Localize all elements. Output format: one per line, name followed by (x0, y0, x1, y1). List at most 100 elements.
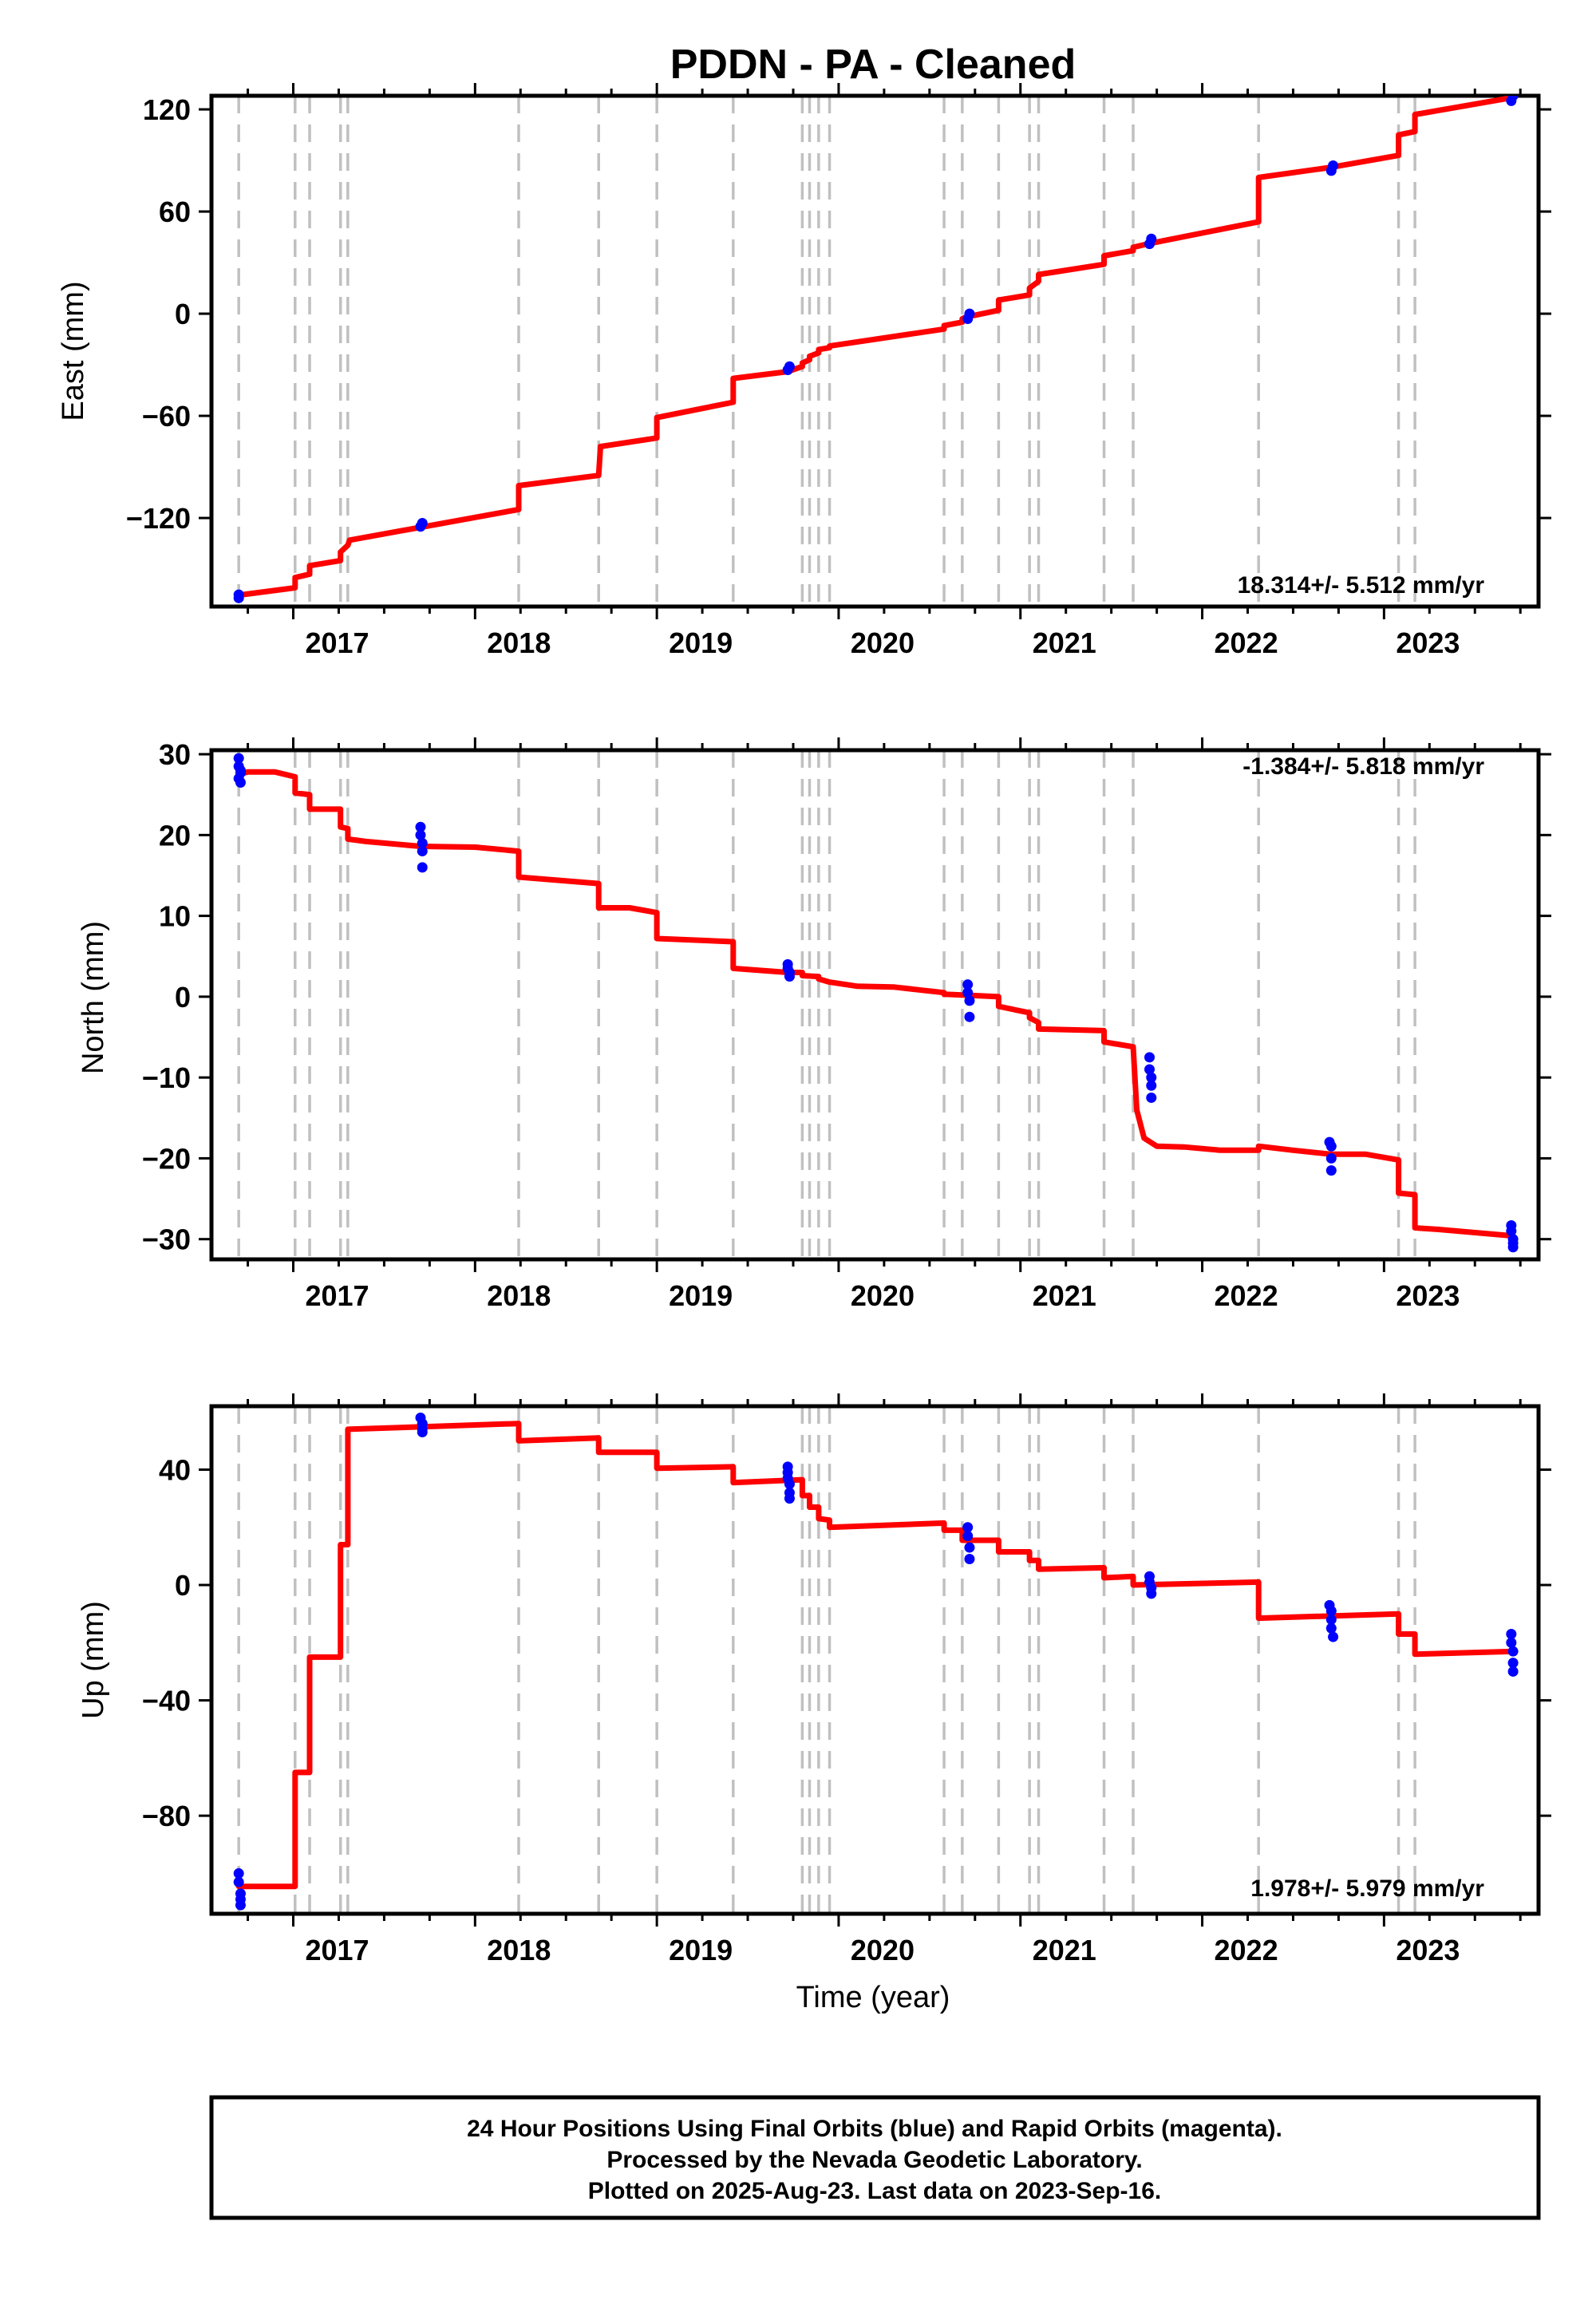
up-data-point (235, 1899, 246, 1911)
north-data-point (964, 1011, 975, 1022)
north-y-tick-label: −30 (142, 1223, 191, 1256)
east-y-tick-label: 0 (175, 298, 191, 330)
east-rate-label: 18.314+/- 5.512 mm/yr (1238, 572, 1485, 599)
up-y-tick-label: −80 (142, 1800, 191, 1832)
up-x-tick-label: 2017 (305, 1934, 369, 1966)
east-model-line (235, 96, 1516, 599)
up-y-tick-label: 0 (175, 1569, 191, 1602)
up-y-axis-label: Up (mm) (77, 1601, 110, 1719)
north-y-axis-label: North (mm) (77, 921, 110, 1074)
east-data-point (1328, 160, 1339, 171)
east-data-point (417, 517, 428, 528)
north-data-point (1507, 1242, 1519, 1253)
east-data-point (1507, 96, 1519, 101)
up-data-point (1506, 1637, 1517, 1648)
east-data-point (1146, 233, 1157, 244)
up-data-point (1507, 1666, 1519, 1677)
up-x-tick-label: 2020 (851, 1934, 915, 1966)
east-x-tick-label: 2020 (851, 626, 915, 659)
north-data-point (962, 979, 974, 990)
north-y-tick-label: 0 (175, 981, 191, 1014)
up-data-point (417, 1427, 428, 1438)
up-x-tick-label: 2021 (1033, 1934, 1096, 1966)
north-data-point (417, 862, 428, 873)
up-data-point (1507, 1658, 1519, 1669)
up-data-point (962, 1531, 974, 1542)
east-x-tick-label: 2021 (1033, 626, 1096, 659)
up-data-point (1146, 1588, 1157, 1599)
east-x-tick-label: 2023 (1396, 626, 1460, 659)
north-data-point (235, 767, 246, 778)
up-panel: Up (mm) Time (year) 2017 2018 2019 2020 2021… (77, 1393, 1551, 2014)
up-data-point (962, 1522, 974, 1533)
east-data-point (964, 308, 975, 319)
up-x-tick-label: 2018 (487, 1934, 551, 1966)
north-plot-frame (209, 748, 1541, 1262)
footer-box: 24 Hour Positions Using Final Orbits (bl… (209, 2095, 1541, 2220)
north-x-tick-label: 2017 (305, 1279, 369, 1312)
up-x-tick-label: 2019 (669, 1934, 733, 1966)
east-data-point (233, 589, 244, 600)
up-data-point (233, 1867, 244, 1879)
chart-title: PDDN - PA - Cleaned (670, 41, 1077, 88)
up-data-point (233, 1876, 244, 1887)
up-model-line (235, 1421, 1516, 1890)
up-data-point (964, 1542, 975, 1553)
east-panel: East (mm) 2017 2018 2019 2020 2021 2022 2023 −1… (57, 83, 1551, 659)
north-panel: North (mm) 2017 2018 2019 2020 2021 2022 2023 −… (77, 737, 1551, 1312)
east-x-tick-label: 2017 (305, 626, 369, 659)
east-plot-frame (209, 93, 1541, 609)
east-y-tick-label: −120 (126, 502, 191, 535)
east-y-tick-label: 120 (143, 93, 191, 126)
north-data-point (235, 777, 246, 788)
north-data-point (415, 821, 426, 832)
north-y-tick-label: 20 (159, 819, 191, 852)
north-x-tick-label: 2023 (1396, 1279, 1460, 1312)
east-y-tick-label: −60 (142, 400, 191, 433)
north-data-point (1144, 1064, 1155, 1075)
north-y-tick-label: −20 (142, 1142, 191, 1175)
up-x-tick-label: 2023 (1396, 1934, 1460, 1966)
north-data-point (964, 995, 975, 1006)
east-y-axis-label: East (mm) (57, 281, 90, 421)
up-data-point (1325, 1622, 1337, 1634)
east-x-tick-label: 2019 (669, 626, 733, 659)
north-y-tick-label: −10 (142, 1061, 191, 1094)
north-x-tick-label: 2022 (1215, 1279, 1278, 1312)
north-data-point (1325, 1140, 1337, 1152)
up-data-point (1328, 1631, 1339, 1642)
up-x-tick-label: 2022 (1215, 1934, 1278, 1966)
north-data-point (1325, 1165, 1337, 1176)
north-data-point (1146, 1080, 1157, 1091)
north-data-point (233, 753, 244, 764)
up-data-point (1325, 1614, 1337, 1625)
up-y-tick-label: 40 (159, 1454, 191, 1487)
east-y-tick-label: 60 (159, 196, 191, 228)
up-rate-label: 1.978+/- 5.979 mm/yr (1250, 1875, 1484, 1902)
up-data-point (1506, 1628, 1517, 1639)
north-x-tick-label: 2021 (1033, 1279, 1096, 1312)
north-model-line (235, 769, 1516, 1239)
footer-line-2: Processed by the Nevada Geodetic Laborat… (606, 2147, 1142, 2173)
north-data-point (417, 837, 428, 848)
north-data-point (415, 829, 426, 840)
north-x-tick-label: 2018 (487, 1279, 551, 1312)
north-data-point (1325, 1152, 1337, 1164)
up-data-point (1325, 1606, 1337, 1617)
north-data-point (1144, 1052, 1155, 1063)
north-data-point (962, 987, 974, 998)
north-rate-label: -1.384+/- 5.818 mm/yr (1242, 753, 1484, 780)
north-data-point (784, 966, 795, 978)
north-data-point (1146, 1072, 1157, 1083)
footer-line-3: Plotted on 2025-Aug-23. Last data on 202… (588, 2178, 1162, 2204)
north-y-tick-label: 10 (159, 900, 191, 933)
north-x-tick-label: 2019 (669, 1279, 733, 1312)
east-x-tick-label: 2022 (1215, 626, 1278, 659)
north-y-tick-label: 30 (159, 738, 191, 771)
up-data-point (784, 1493, 795, 1504)
up-data-point (964, 1554, 975, 1565)
up-plot-frame (209, 1404, 1541, 1916)
up-y-tick-label: −40 (142, 1685, 191, 1717)
north-data-point (417, 846, 428, 857)
